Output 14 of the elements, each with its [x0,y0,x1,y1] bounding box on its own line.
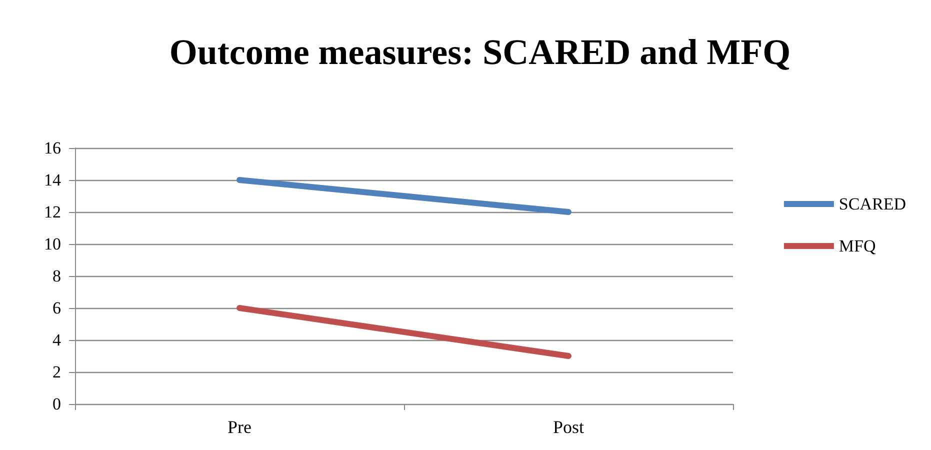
legend-label: SCARED [838,194,906,214]
y-tick-label: 6 [52,298,61,318]
x-tick-label: Post [552,417,584,437]
x-tick-label: Pre [228,417,252,437]
y-tick-label: 4 [52,330,62,350]
y-tick-label: 0 [52,394,61,414]
chart-title: Outcome measures: SCARED and MFQ [169,32,791,72]
y-tick-label: 10 [44,234,61,254]
y-tick-label: 16 [44,138,61,158]
y-tick-label: 12 [44,202,61,222]
y-tick-label: 8 [52,266,61,286]
y-tick-label: 2 [52,362,61,382]
y-tick-label: 14 [44,170,62,190]
legend-label: MFQ [838,236,876,256]
